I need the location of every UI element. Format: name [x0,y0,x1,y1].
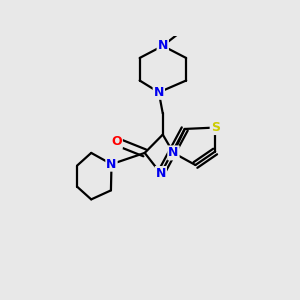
Text: O: O [111,135,122,148]
Text: N: N [168,146,179,159]
Text: N: N [158,39,168,52]
Text: S: S [211,121,220,134]
Text: N: N [156,167,166,180]
Text: N: N [106,158,117,171]
Text: N: N [154,86,164,99]
